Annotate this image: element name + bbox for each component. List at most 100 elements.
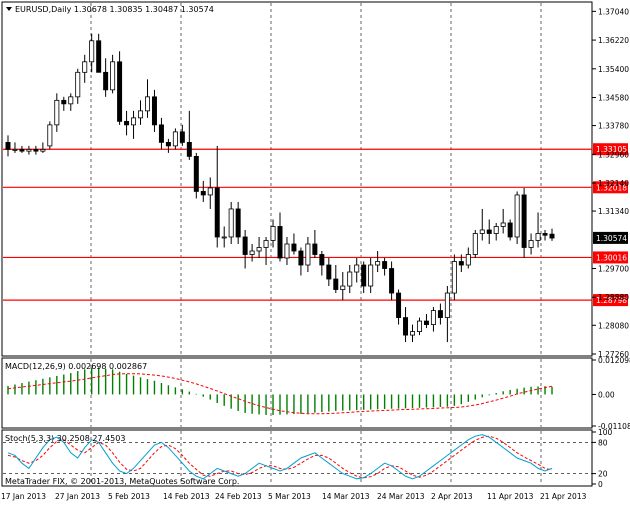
candle-body	[40, 148, 46, 152]
date-tick-label: 24 Feb 2013	[215, 492, 262, 501]
current-price-tag	[593, 231, 628, 244]
date-tick-label: 17 Jan 2013	[1, 492, 46, 501]
candle-body	[500, 222, 506, 227]
price-tick-label: 1.27260	[598, 350, 629, 359]
current-price-label: 1.30574	[596, 234, 627, 243]
candle-body	[319, 254, 325, 266]
candle-body	[535, 233, 541, 241]
candle-body	[396, 292, 402, 318]
stoch-tick-label: 100	[598, 428, 613, 437]
price-tick-label: 1.36220	[598, 36, 629, 45]
candle-body	[61, 99, 67, 105]
candle-body	[507, 222, 513, 238]
candle-body	[403, 317, 409, 336]
price-pane[interactable]: 1.33105 1.32018 1.30016 1.28798 1.30574 1.37…	[1, 1, 629, 359]
candle-body	[486, 229, 492, 234]
candle-body	[410, 331, 416, 336]
candle-body	[214, 187, 220, 238]
candle-body	[326, 264, 332, 280]
stoch-tick-label: 0	[598, 480, 603, 489]
hline-price-label: 1.30016	[596, 253, 627, 262]
candle-body	[256, 247, 262, 252]
candle-body	[75, 71, 81, 98]
candle-body	[354, 264, 360, 273]
price-tick-label: 1.29700	[598, 265, 629, 274]
candle-body	[542, 233, 548, 236]
candle-body	[479, 229, 485, 234]
date-tick-label: 21 Apr 2013	[540, 492, 587, 501]
candle-body	[465, 254, 471, 266]
candle-body	[451, 261, 457, 294]
macd-tick-label: 0.012098	[598, 356, 630, 365]
macd-axis: 0.012098 0.00 -0.011082	[592, 356, 630, 431]
candle-body	[54, 99, 60, 126]
candle-body	[151, 96, 157, 126]
candle-body	[528, 240, 534, 248]
price-pane-frame	[1, 1, 593, 357]
candle-body	[19, 148, 25, 152]
candle-body	[382, 261, 388, 269]
candle-body	[242, 236, 248, 255]
stoch-tick-label: 20	[598, 470, 608, 479]
price-tick-label: 1.34580	[598, 94, 629, 103]
hline-price-label: 1.32018	[596, 183, 627, 192]
candle-body	[186, 141, 192, 157]
stoch-level-lines	[3, 442, 592, 474]
hline-price-tag	[593, 143, 628, 156]
candle-body	[291, 243, 297, 252]
hline-price-label: 1.33105	[596, 145, 627, 154]
candle-body	[179, 131, 185, 143]
candles	[5, 33, 555, 343]
candle-body	[333, 278, 339, 290]
candle-body	[26, 148, 32, 152]
candle-body	[82, 61, 88, 73]
candle-body	[89, 40, 95, 63]
macd-tick-label: -0.011082	[598, 422, 630, 431]
price-tick-label: 1.35400	[598, 65, 629, 74]
date-tick-label: 14 Feb 2013	[163, 492, 210, 501]
candle-body	[200, 191, 206, 196]
price-tick-label: 1.33780	[598, 122, 629, 131]
candle-body	[389, 268, 395, 294]
candle-body	[131, 117, 137, 126]
price-tick-label: 1.28080	[598, 321, 629, 330]
candle-body	[33, 148, 39, 152]
candle-body	[375, 261, 381, 266]
date-tick-label: 11 Apr 2013	[487, 492, 534, 501]
candle-body	[96, 40, 102, 73]
candle-body	[117, 61, 123, 122]
candle-body	[270, 226, 276, 241]
dropdown-arrow-icon[interactable]	[6, 7, 12, 11]
price-tick-label: 1.31340	[598, 207, 629, 216]
candle-body	[277, 226, 283, 259]
candle-body	[5, 141, 11, 150]
price-tick-label: 1.37040	[598, 7, 629, 16]
stoch-label: Stoch(5,3,3) 30.2508 27.4503	[5, 434, 125, 443]
macd-tick-label: 0.00	[598, 390, 615, 399]
copyright-text: MetaTrader FIX, © 2001-2013, MetaQuotes …	[5, 477, 239, 486]
candle-body	[549, 233, 555, 239]
vertical-grid	[90, 3, 542, 355]
date-tick-label: 14 Mar 2013	[322, 492, 370, 501]
candle-body	[68, 96, 74, 105]
hline-price-tag	[593, 251, 628, 264]
candle-body	[368, 264, 374, 287]
candle-body	[347, 271, 353, 287]
candle-body	[221, 236, 227, 239]
macd-pane[interactable]: 0.012098 0.00 -0.011082 MACD(12,26,9) 0.00…	[1, 356, 630, 431]
price-tick-label: 1.28880	[598, 293, 629, 302]
candle-body	[423, 320, 429, 325]
candle-body	[458, 261, 464, 266]
price-tick-label: 1.32140	[598, 179, 629, 188]
candle-body	[263, 240, 269, 248]
hline-price-label: 1.28798	[596, 296, 627, 305]
horizontal-lines[interactable]: 1.33105 1.32018 1.30016 1.28798 1.30574	[3, 143, 628, 307]
candle-body	[172, 131, 178, 147]
candle-body	[284, 243, 290, 259]
macd-signal-line	[7, 373, 553, 415]
candle-body	[444, 292, 450, 318]
